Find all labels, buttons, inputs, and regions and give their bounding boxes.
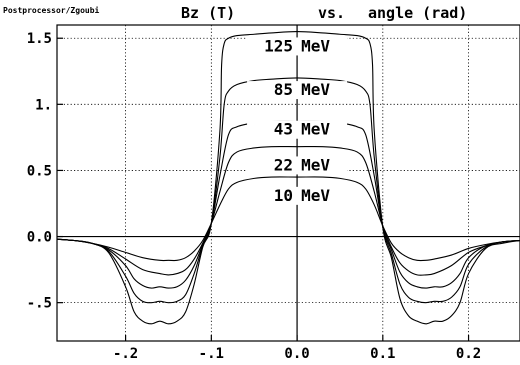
- chart-title-angle: angle (rad): [368, 4, 467, 22]
- series-label-bg: [247, 120, 348, 139]
- x-tick-label: -.2: [113, 346, 138, 362]
- x-tick-label: 0.0: [284, 346, 309, 362]
- y-tick-label: 0.0: [27, 230, 52, 246]
- series-label-energy: 22: [274, 155, 293, 174]
- grid: [57, 25, 520, 341]
- series-label-energy: 85: [274, 80, 293, 99]
- series-label-energy: 43: [274, 120, 293, 139]
- axes: [57, 25, 520, 341]
- series-curves: [56, 31, 520, 325]
- y-tick-label: 1.: [35, 97, 52, 113]
- series-label-bg: [247, 186, 348, 205]
- x-tick-label: -.1: [199, 346, 224, 362]
- series-label-bg: [247, 81, 348, 100]
- series-label-bg: [247, 37, 348, 56]
- series-label-unit: MeV: [301, 155, 330, 174]
- series-line-10-mev: [56, 176, 520, 262]
- brand-label: Postprocessor/Zgoubi: [3, 5, 100, 15]
- series-label-energy: 10: [274, 186, 293, 205]
- series-labels: 10 MeV 22 MeV 43 MeV 85 MeV 125 MeV: [247, 36, 348, 205]
- chart-title-vs: vs.: [318, 4, 345, 22]
- series-label-unit: MeV: [301, 80, 330, 99]
- series-label-bg: [247, 156, 348, 175]
- x-tick-label: 0.1: [370, 346, 395, 362]
- series-line-22-mev: [56, 145, 520, 276]
- series-line-85-mev: [56, 77, 520, 304]
- x-tick-label: 0.2: [456, 346, 481, 362]
- series-label-unit: MeV: [301, 120, 330, 139]
- y-tick-label: -.5: [27, 296, 52, 312]
- y-tick-label: 1.5: [27, 31, 52, 47]
- series-label-unit: MeV: [301, 186, 330, 205]
- tick-labels: -.2 -.1 0.0 0.1 0.2 1.5 1. 0.5 0.0 -.5: [27, 31, 482, 362]
- plot-frame: [56, 24, 520, 342]
- y-tick-label: 0.5: [27, 163, 52, 179]
- series-label-unit: MeV: [301, 36, 330, 55]
- chart-title-bz: Bz (T): [181, 4, 235, 22]
- series-line-125-mev: [56, 31, 520, 325]
- series-label-energy: 125: [264, 36, 293, 55]
